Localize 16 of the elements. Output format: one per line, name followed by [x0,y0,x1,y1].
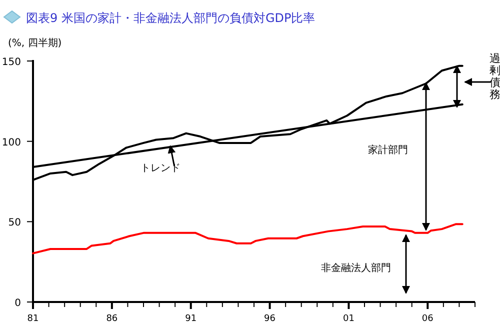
x-tick-label: 91 [185,314,197,324]
y-tick-label: 100 [2,137,21,148]
y-tick-label: 150 [2,57,21,68]
x-tick-label: 96 [264,314,276,324]
x-tick-label: 86 [106,314,118,324]
y-axis-title: (%, 四半期) [8,37,62,49]
line-series [32,223,464,254]
annotation: 家計部門 [368,144,408,156]
y-tick-label: 0 [14,298,21,309]
y-tick-label: 50 [8,218,21,229]
annotation: 非金融法人部門 [321,262,391,274]
x-tick-label: 81 [27,314,39,324]
x-tick-label: 01 [342,314,354,324]
chart-title: 図表9 米国の家計・非金融法人部門の負債対GDP比率 [26,11,316,25]
text: 過剰債務 [490,52,500,101]
x-tick-label: 06 [422,314,434,324]
